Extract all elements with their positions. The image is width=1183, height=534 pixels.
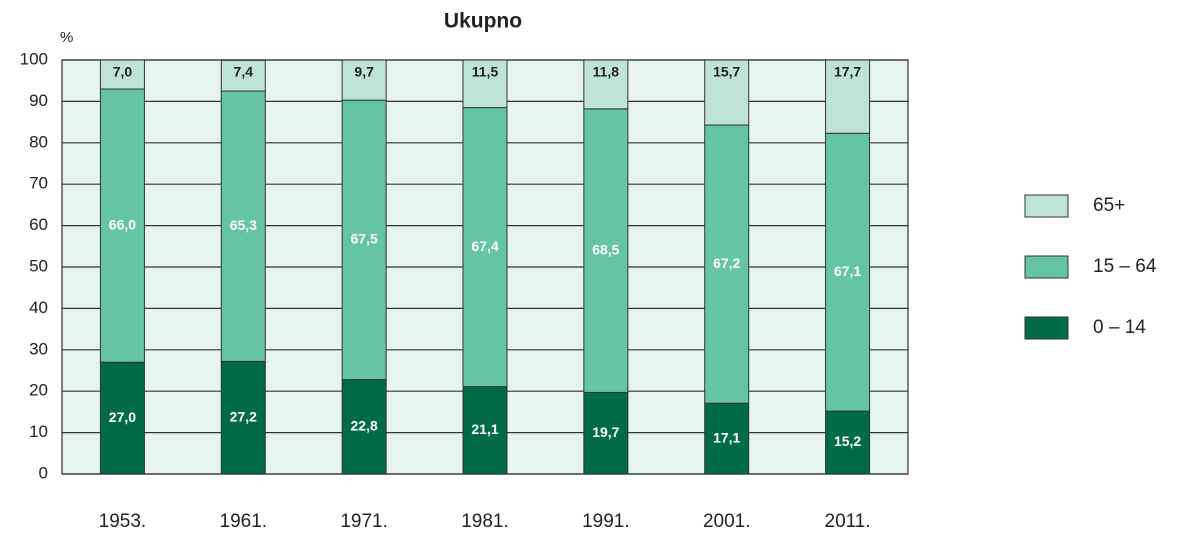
value-label: 65,3 <box>230 217 257 233</box>
bar-segment <box>462 59 508 109</box>
bar-segment <box>704 59 750 126</box>
x-tick-label: 1961. <box>220 511 268 532</box>
value-label: 7,4 <box>234 64 254 80</box>
bar-segment <box>220 59 266 92</box>
x-tick-label: 2001. <box>703 511 751 532</box>
x-tick-label: 2011. <box>825 511 871 532</box>
bar-segment <box>583 59 629 110</box>
bar-segment <box>341 59 387 101</box>
value-label: 19,7 <box>592 424 619 440</box>
value-label: 11,5 <box>472 64 499 80</box>
value-label: 27,0 <box>109 409 136 425</box>
value-label: 17,1 <box>713 429 740 445</box>
x-tick-label: 1991. <box>582 511 630 532</box>
bar-segment <box>341 99 387 381</box>
value-label: 27,2 <box>230 408 257 424</box>
bar-segment <box>583 108 629 393</box>
value-label: 9,7 <box>354 64 374 80</box>
y-tick-label: 0 <box>39 463 48 482</box>
y-tick-label: 10 <box>29 422 48 441</box>
y-tick-label: 100 <box>20 49 48 68</box>
y-tick-label: 80 <box>29 132 48 151</box>
bar-segment <box>462 386 508 475</box>
value-label: 17,7 <box>834 64 861 80</box>
value-label: 21,1 <box>471 421 498 437</box>
value-label: 67,1 <box>834 263 861 279</box>
bar-segment <box>825 132 871 412</box>
bar-segment <box>825 59 871 134</box>
value-label: 67,4 <box>471 238 498 254</box>
bar-segment <box>462 107 508 388</box>
legend-label: 65+ <box>1093 195 1125 216</box>
value-label: 15,7 <box>713 64 740 80</box>
legend-label: 15 – 64 <box>1093 256 1157 277</box>
legend-swatch <box>1024 316 1069 340</box>
value-label: 66,0 <box>109 216 136 232</box>
y-axis-label: % <box>60 29 73 46</box>
value-label: 22,8 <box>351 418 378 434</box>
value-label: 68,5 <box>592 241 619 257</box>
y-tick-label: 50 <box>29 256 48 275</box>
legend-swatch <box>1024 255 1069 279</box>
y-tick-label: 40 <box>29 298 48 317</box>
value-label: 15,2 <box>834 433 861 449</box>
bar-segment <box>99 88 145 363</box>
x-tick-label: 1953. <box>99 511 147 532</box>
legend-swatch <box>1024 194 1069 218</box>
value-label: 67,5 <box>351 231 378 247</box>
y-tick-label: 90 <box>29 91 48 110</box>
y-tick-label: 20 <box>29 381 48 400</box>
chart-title: Ukupno <box>444 10 522 33</box>
y-tick-label: 30 <box>29 339 48 358</box>
value-label: 7,0 <box>113 64 133 80</box>
bar-segment <box>704 124 750 404</box>
y-tick-label: 70 <box>29 174 48 193</box>
x-tick-label: 1981. <box>461 511 509 532</box>
y-tick-label: 60 <box>29 215 48 234</box>
value-label: 67,2 <box>713 255 740 271</box>
x-tick-label: 1971. <box>340 511 388 532</box>
bar-segment <box>99 59 145 90</box>
bar-segment <box>220 360 266 475</box>
value-label: 11,8 <box>593 64 620 80</box>
bar-segment <box>99 361 145 475</box>
legend-label: 0 – 14 <box>1093 317 1146 338</box>
bar-segment <box>825 410 871 475</box>
